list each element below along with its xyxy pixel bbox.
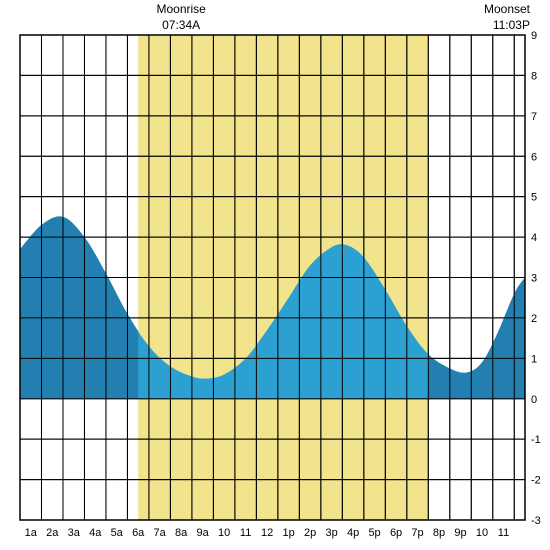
svg-text:6a: 6a (132, 527, 145, 539)
svg-text:0: 0 (531, 394, 537, 406)
moonset-label: Moonset (470, 2, 530, 18)
moonrise-label: Moonrise (151, 2, 211, 18)
svg-text:3a: 3a (68, 527, 81, 539)
svg-text:4a: 4a (89, 527, 102, 539)
moonset-time: 11:03P (470, 18, 530, 34)
svg-text:1p: 1p (282, 527, 294, 539)
svg-text:10: 10 (218, 527, 230, 539)
svg-text:-1: -1 (531, 434, 541, 446)
svg-text:-2: -2 (531, 475, 541, 487)
svg-text:3p: 3p (325, 527, 337, 539)
svg-text:9: 9 (531, 30, 537, 42)
svg-text:-3: -3 (531, 515, 541, 527)
tide-chart: -3-2-101234567891a2a3a4a5a6a7a8a9a101112… (0, 0, 550, 550)
svg-text:9p: 9p (454, 527, 466, 539)
svg-text:7a: 7a (154, 527, 167, 539)
svg-text:2: 2 (531, 313, 537, 325)
svg-text:6p: 6p (390, 527, 402, 539)
svg-text:10: 10 (476, 527, 488, 539)
tide-chart-container: -3-2-101234567891a2a3a4a5a6a7a8a9a101112… (0, 0, 550, 550)
svg-text:8: 8 (531, 70, 537, 82)
svg-text:3: 3 (531, 273, 537, 285)
svg-text:5: 5 (531, 192, 537, 204)
svg-text:5p: 5p (368, 527, 380, 539)
svg-text:12: 12 (261, 527, 273, 539)
svg-text:7p: 7p (411, 527, 423, 539)
svg-text:4p: 4p (347, 527, 359, 539)
svg-text:7: 7 (531, 111, 537, 123)
svg-text:2a: 2a (46, 527, 59, 539)
moonset-block: Moonset 11:03P (470, 2, 530, 33)
svg-text:5a: 5a (111, 527, 124, 539)
svg-text:11: 11 (240, 527, 251, 539)
svg-text:9a: 9a (197, 527, 210, 539)
svg-text:1a: 1a (25, 527, 38, 539)
svg-text:8p: 8p (433, 527, 445, 539)
svg-text:2p: 2p (304, 527, 316, 539)
moonrise-time: 07:34A (151, 18, 211, 34)
svg-text:8a: 8a (175, 527, 188, 539)
svg-text:1: 1 (531, 353, 537, 365)
moonrise-block: Moonrise 07:34A (151, 2, 211, 33)
svg-text:6: 6 (531, 151, 537, 163)
svg-text:11: 11 (498, 527, 509, 539)
svg-text:4: 4 (531, 232, 537, 244)
